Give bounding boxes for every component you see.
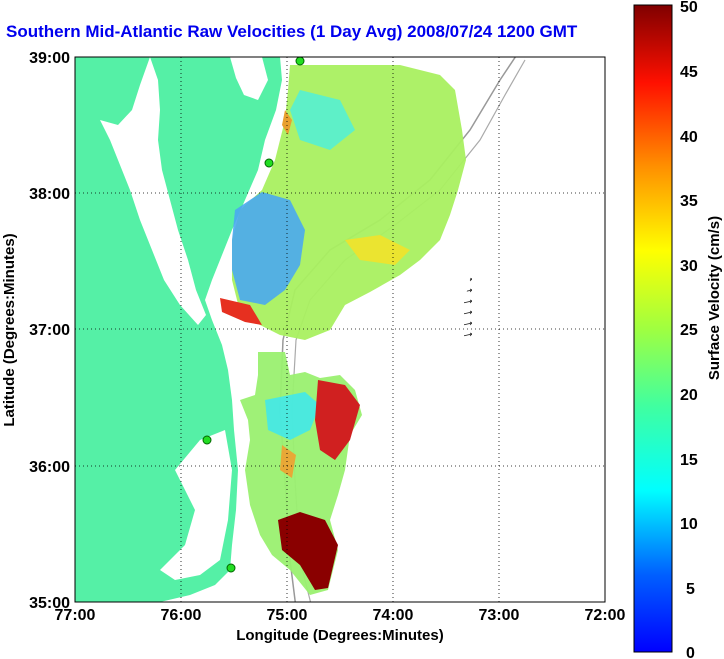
y-tick-label: 38:00 [29,186,70,203]
velocity-field-south-cyan [265,392,320,440]
x-tick-label: 75:00 [267,607,308,624]
chesapeake-bay [100,57,206,325]
y-tick-label: 37:00 [29,322,70,339]
colorbar-tick-label: 35 [680,193,698,210]
colorbar-ticks: 50 45 40 35 30 25 20 15 10 5 0 [680,0,698,659]
radar-site-marker [264,158,274,168]
colorbar-tick-label: 25 [680,322,698,339]
y-tick-label: 39:00 [29,50,70,67]
colorbar-tick-label: 10 [680,516,698,533]
map-title: Southern Mid-Atlantic Raw Velocities (1 … [6,22,578,41]
colorbar [633,4,673,653]
colorbar-tick-label: 15 [680,452,698,469]
colorbar-tick-label: 40 [680,129,698,146]
colorbar-tick-label: 45 [680,64,698,81]
x-tick-label: 73:00 [479,607,520,624]
radar-site-marker [226,563,236,573]
colorbar-tick-label: 0 [686,645,695,659]
x-tick-label: 72:00 [585,607,626,624]
velocity-field-north-warm [282,110,292,135]
grid [75,57,605,602]
velocity-field-south-orange [280,445,296,478]
colorbar-tick-label: 50 [680,0,698,16]
x-tick-label: 76:00 [161,607,202,624]
colorbar-label: Surface Velocity (cm/s) [706,216,723,380]
radar-site-marker [295,57,305,66]
velocity-field-north-fast [345,235,410,265]
pamlico-sound [160,430,232,580]
colorbar-tick-label: 30 [680,258,698,275]
x-tick-label: 77:00 [55,607,96,624]
radar-site-marker [202,435,212,445]
velocity-field-north-cyan [290,90,355,150]
colorbar-tick-label: 20 [680,387,698,404]
delaware-bay [230,57,268,100]
x-axis-label: Longitude (Degrees:Minutes) [236,627,444,644]
velocity-field-north-slow [232,192,305,305]
velocity-field-south-hot [315,380,360,460]
colorbar-tick-label: 5 [686,581,695,598]
velocity-field-south-core [278,512,338,590]
y-axis-label: Latitude (Degrees:Minutes) [1,233,18,426]
velocity-field-north-hot [220,298,262,325]
y-tick-label: 36:00 [29,459,70,476]
y-tick-label: 35:00 [29,595,70,612]
plot-frame [74,56,606,603]
x-tick-label: 74:00 [373,607,414,624]
